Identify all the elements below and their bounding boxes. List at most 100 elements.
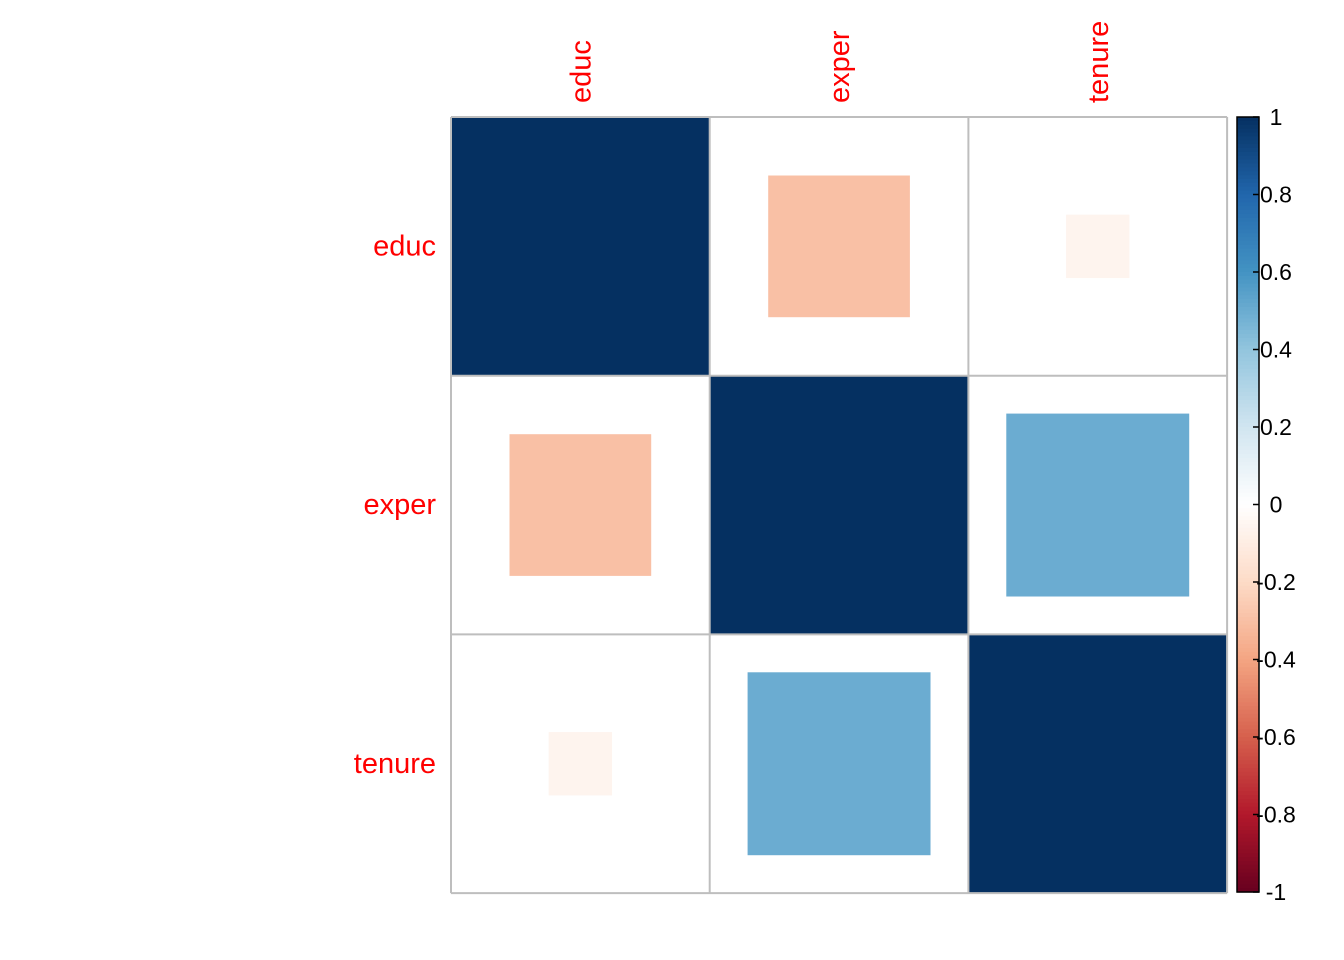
colorbar-segment — [1237, 516, 1259, 521]
colorbar-segment — [1237, 694, 1259, 699]
colorbar-segment — [1237, 423, 1259, 428]
colorbar-tick-label: 0 — [1270, 492, 1283, 518]
colorbar-segment — [1237, 287, 1259, 292]
colorbar-segment — [1237, 748, 1259, 754]
colorbar-segment — [1237, 721, 1259, 726]
colorbar-segment — [1237, 868, 1259, 874]
colorbar-segment — [1237, 624, 1259, 630]
colorbar-segment — [1237, 884, 1259, 889]
colorbar-segment — [1237, 283, 1259, 289]
colorbar-segment — [1237, 198, 1259, 203]
row-label-educ: educ — [373, 230, 436, 262]
colorbar-segment — [1237, 760, 1259, 765]
colorbar-segment — [1237, 628, 1259, 633]
colorbar-segment — [1237, 702, 1259, 707]
colorbar-segment — [1237, 520, 1259, 525]
colorbar-segment — [1237, 864, 1259, 870]
colorbar-segment — [1237, 461, 1259, 467]
cell-educ-exper — [768, 175, 910, 318]
colorbar-segment — [1237, 593, 1259, 599]
colorbar-segment — [1237, 822, 1259, 827]
colorbar-segment — [1237, 144, 1259, 149]
colorbar-segment — [1237, 372, 1259, 378]
colorbar-segment — [1237, 260, 1259, 265]
colorbar-tick-label: 1 — [1270, 104, 1283, 130]
colorbar-segment — [1237, 663, 1259, 668]
colorbar-segment — [1237, 303, 1259, 308]
colorbar-segment — [1237, 810, 1259, 816]
colorbar-segment — [1237, 698, 1259, 703]
colorbar-segment — [1237, 729, 1259, 734]
colorbar-segment — [1237, 589, 1259, 595]
colorbar-tick-label: -0.6 — [1256, 724, 1296, 750]
colorbar-segment — [1237, 787, 1259, 792]
colorbar-segment — [1237, 651, 1259, 657]
colorbar-segment — [1237, 233, 1259, 238]
colorbar-segment — [1237, 764, 1259, 769]
colorbar-tick-label: -0.2 — [1256, 569, 1296, 595]
colorbar-tick-label: -1 — [1266, 879, 1286, 905]
colorbar-segment — [1237, 237, 1259, 242]
colorbar-segment — [1237, 861, 1259, 866]
colorbar-segment — [1237, 802, 1259, 808]
column-label-exper: exper — [824, 30, 856, 103]
colorbar-segment — [1237, 566, 1259, 571]
colorbar-segment — [1237, 132, 1259, 137]
cell-tenure-educ — [548, 732, 613, 796]
colorbar-segment — [1237, 186, 1259, 192]
colorbar-segment — [1237, 814, 1259, 819]
colorbar-tick-label: 0.8 — [1260, 182, 1292, 208]
colorbar-segment — [1237, 535, 1259, 540]
colorbar-segment — [1237, 826, 1259, 831]
colorbar-segment — [1237, 120, 1259, 126]
colorbar-segment — [1237, 345, 1259, 351]
colorbar-segment — [1237, 485, 1259, 490]
colorbar-segment — [1237, 837, 1259, 843]
colorbar-segment — [1237, 392, 1259, 397]
colorbar-segment — [1237, 190, 1259, 196]
colorbar-segment — [1237, 775, 1259, 781]
colorbar-segment — [1237, 880, 1259, 885]
colorbar-segment — [1237, 682, 1259, 688]
cell-exper-tenure — [1006, 413, 1190, 597]
colorbar-segment — [1237, 252, 1259, 258]
colorbar-segment — [1237, 779, 1259, 785]
colorbar-segment — [1237, 268, 1259, 273]
colorbar-segment — [1237, 640, 1259, 645]
colorbar-segment — [1237, 481, 1259, 486]
colorbar-segment — [1237, 690, 1259, 695]
colorbar-segment — [1237, 419, 1259, 424]
column-label-educ: educ — [565, 40, 597, 103]
cell-tenure-tenure — [968, 634, 1228, 894]
colorbar-segment — [1237, 376, 1259, 382]
colorbar-segment — [1237, 427, 1259, 432]
colorbar-segment — [1237, 616, 1259, 622]
colorbar-segment — [1237, 384, 1259, 389]
colorbar-segment — [1237, 334, 1259, 339]
colorbar-segment — [1237, 744, 1259, 750]
colorbar-segment — [1237, 872, 1259, 878]
colorbar-segment — [1237, 213, 1259, 219]
colorbar-segment — [1237, 136, 1259, 141]
colorbar-segment — [1237, 353, 1259, 358]
colorbar-segment — [1237, 182, 1259, 188]
colorbar-segment — [1237, 492, 1259, 498]
colorbar-segment — [1237, 713, 1259, 719]
colorbar-segment — [1237, 489, 1259, 494]
colorbar-segment — [1237, 407, 1259, 413]
colorbar-tick-label: -0.8 — [1256, 802, 1296, 828]
colorbar-segment — [1237, 117, 1259, 122]
colorbar-segment — [1237, 605, 1259, 610]
colorbar-segment — [1237, 554, 1259, 560]
colorbar-segment — [1237, 291, 1259, 296]
colorbar-segment — [1237, 578, 1259, 583]
colorbar-segment — [1237, 857, 1259, 862]
column-label-tenure: tenure — [1083, 21, 1115, 103]
colorbar-segment — [1237, 151, 1259, 157]
colorbar: 1 0.8 0.6 0.4 0.2 0 -0.2 -0.4 -0.6 -0.8 -1 — [1236, 104, 1296, 905]
colorbar-segment — [1237, 632, 1259, 637]
colorbar-segment — [1237, 430, 1259, 436]
colorbar-segment — [1237, 128, 1259, 134]
colorbar-segment — [1237, 217, 1259, 223]
colorbar-segment — [1237, 299, 1259, 304]
